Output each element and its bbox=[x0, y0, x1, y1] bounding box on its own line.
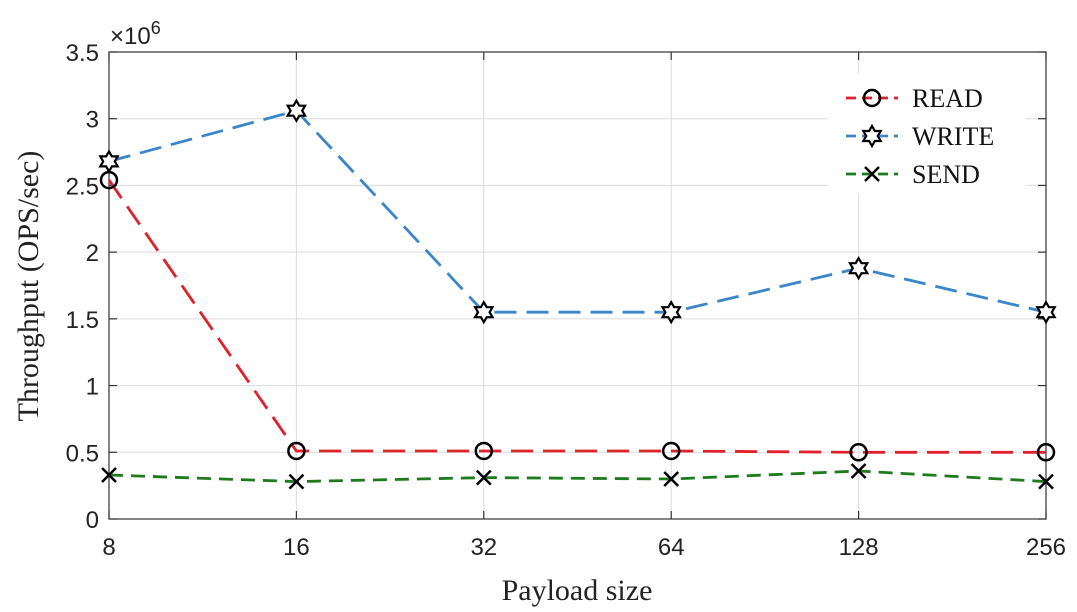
data-point-send bbox=[850, 463, 867, 479]
data-point-send bbox=[288, 473, 305, 490]
y-axis-title: Throughput (OPS/sec) bbox=[12, 151, 45, 422]
y-tick-label: 3.5 bbox=[66, 40, 99, 67]
legend-item-read: READ bbox=[846, 84, 983, 113]
x-tick-label: 64 bbox=[658, 534, 685, 561]
data-point-send bbox=[475, 469, 492, 486]
data-point-write bbox=[847, 256, 870, 281]
y-tick-label: 3 bbox=[86, 107, 99, 134]
data-point-read bbox=[474, 441, 494, 461]
series-line-write bbox=[108, 109, 1047, 314]
data-point-read bbox=[1036, 443, 1056, 462]
series-write bbox=[98, 98, 1057, 325]
data-point-send bbox=[101, 467, 117, 483]
y-tick-label: 0 bbox=[86, 507, 99, 534]
legend-marker-read bbox=[862, 88, 882, 108]
data-point-send bbox=[1038, 473, 1054, 490]
x-tick-label: 8 bbox=[102, 534, 115, 561]
legend: READ WRITE SEND bbox=[846, 84, 994, 189]
x-tick-label: 32 bbox=[470, 534, 497, 561]
series-layer bbox=[98, 98, 1057, 490]
data-point-write bbox=[1035, 300, 1057, 325]
y-tick-label: 2 bbox=[86, 240, 99, 267]
y-multiplier: ×106 bbox=[110, 18, 161, 50]
x-tick-label: 256 bbox=[1026, 534, 1066, 561]
x-tick-label: 128 bbox=[839, 534, 879, 561]
series-read bbox=[99, 170, 1056, 462]
legend-item-send: SEND bbox=[846, 160, 980, 189]
data-point-write bbox=[660, 300, 682, 325]
plot-frame bbox=[108, 51, 1047, 520]
y-tick-label: 1.5 bbox=[66, 307, 99, 334]
y-tick-label: 1 bbox=[86, 374, 99, 401]
data-point-write bbox=[285, 98, 308, 123]
legend-label-write: WRITE bbox=[912, 122, 994, 151]
legend-marker-write bbox=[861, 123, 883, 149]
data-point-send bbox=[663, 471, 680, 487]
series-send bbox=[101, 463, 1054, 490]
data-point-write bbox=[98, 149, 120, 174]
series-line-send bbox=[108, 469, 1047, 484]
series-line-read bbox=[107, 179, 1046, 454]
data-point-read bbox=[661, 441, 681, 461]
x-axis-title: Payload size bbox=[502, 574, 653, 607]
x-tick-label: 16 bbox=[283, 534, 310, 561]
data-point-read bbox=[287, 441, 306, 461]
legend-label-read: READ bbox=[912, 84, 983, 113]
y-ticks: 0 0.5 1 1.5 2 2.5 3 3.5 bbox=[66, 40, 1046, 534]
legend-item-write: WRITE bbox=[846, 122, 994, 151]
data-point-read bbox=[849, 443, 868, 462]
legend-marker-send bbox=[864, 166, 880, 182]
data-point-write bbox=[473, 300, 495, 325]
y-tick-label: 2.5 bbox=[66, 173, 99, 200]
legend-label-send: SEND bbox=[912, 160, 980, 189]
legend-box bbox=[828, 74, 1026, 194]
y-tick-label: 0.5 bbox=[66, 440, 99, 467]
x-ticks: 8 16 32 64 128 256 bbox=[102, 52, 1066, 561]
